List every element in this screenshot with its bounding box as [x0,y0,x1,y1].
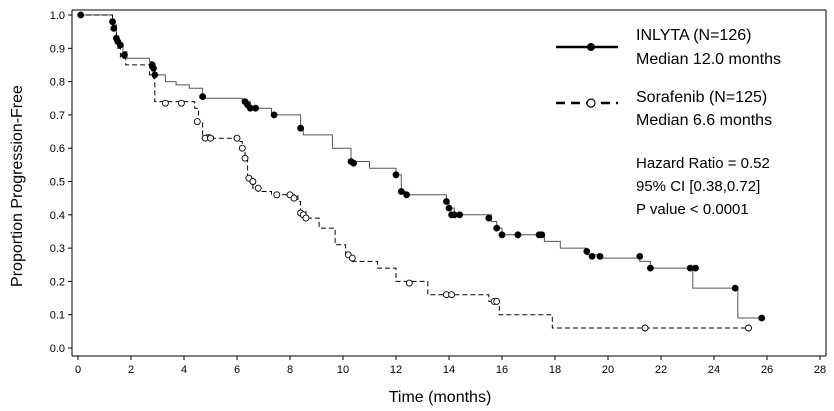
inlyta-censor-marker [731,284,739,292]
statistics-annotation: Hazard Ratio = 0.52 95% CI [0.38,0.72] P… [636,155,770,218]
inlyta-censor-marker [647,264,654,272]
x-tick-label: 20 [602,364,614,376]
sorafenib-censor-marker [641,324,649,332]
y-tick-label: 0.0 [50,343,65,355]
x-tick-group: 0 2 4 6 8 10 12 14 16 18 20 22 24 26 28 [75,356,826,376]
x-tick-label: 6 [234,364,240,376]
inlyta-censor-marker [456,211,464,219]
inlyta-censor-marker [350,159,358,167]
x-tick-label: 0 [75,364,81,376]
inlyta-censor-marker [514,231,522,239]
y-tick-label: 0.5 [50,177,65,189]
sorafenib-censor-marker [405,279,413,287]
sorafenib-censor-marker [207,134,214,142]
y-tick-label: 0.8 [50,77,65,89]
sorafenib-censor-marker [254,184,262,192]
inlyta-censor-marker [150,64,157,72]
inlyta-censor-marker [403,191,411,199]
legend: INLYTA (N=126) Median 12.0 months Sorafe… [556,27,781,129]
x-tick-label: 4 [181,364,187,376]
hazard-ratio-text: Hazard Ratio = 0.52 [636,155,770,172]
inlyta-censor-marker [445,204,453,212]
inlyta-censor-marker [121,51,128,59]
y-axis-title: Proportion Progression-Free [9,85,26,287]
x-tick-label: 8 [287,364,293,376]
x-tick-label: 14 [443,364,455,376]
sorafenib-censor-marker [273,191,281,199]
y-tick-label: 0.7 [50,110,65,122]
x-tick-label: 24 [708,364,720,376]
inlyta-censor-marker [252,104,260,112]
x-tick-label: 10 [337,364,349,376]
y-tick-group: 0.0 0.1 0.2 0.3 0.4 0.5 0.6 0.7 0.8 0.9 1.0 [50,10,72,355]
x-axis-title: Time (months) [389,389,492,406]
legend-inlyta-name: INLYTA (N=126) [636,27,751,44]
sorafenib-censor-marker [161,99,169,107]
y-tick-label: 0.3 [50,243,65,255]
x-tick-label: 2 [128,364,134,376]
legend-inlyta-median: Median 12.0 months [636,51,781,68]
y-tick-label: 0.6 [50,143,65,155]
inlyta-censor-marker [692,264,699,272]
x-tick-label: 18 [549,364,561,376]
inlyta-censor-marker [498,231,506,239]
sorafenib-censor-marker [302,214,310,222]
inlyta-censor-marker [588,252,596,260]
y-tick-label: 0.1 [50,310,65,322]
x-tick-label: 16 [496,364,508,376]
inlyta-censor-marker [199,93,207,100]
inlyta-censor-marker [485,214,493,222]
x-tick-label: 28 [814,364,826,376]
sorafenib-censor-marker [290,194,298,202]
sorafenib-censor-marker [448,291,456,299]
y-tick-label: 1.0 [50,10,65,22]
y-tick-label: 0.4 [50,210,65,222]
inlyta-censor-marker [583,247,591,255]
series-layer [77,11,766,332]
sorafenib-censor-marker [177,99,185,107]
x-tick-label: 26 [761,364,773,376]
sorafenib-censor-marker [348,254,356,262]
sorafenib-censor-marker [745,324,752,332]
inlyta-censor-marker [297,124,305,132]
inlyta-censor-marker [392,171,400,179]
inlyta-censor-marker [270,111,278,119]
x-tick-label: 12 [390,364,402,376]
inlyta-censor-marker [397,188,405,195]
sorafenib-censor-marker [233,134,241,142]
x-tick-label: 22 [655,364,667,376]
inlyta-censor-marker [596,252,604,260]
sorafenib-censor-marker [493,297,501,305]
confidence-interval-text: 95% CI [0.38,0.72] [636,178,760,195]
sorafenib-censor-marker [241,154,249,162]
p-value-text: P value < 0.0001 [636,201,749,218]
legend-inlyta-marker [587,43,595,51]
inlyta-censor-marker [758,314,766,322]
inlyta-censor-marker [538,231,546,239]
sorafenib-censor-marker [238,144,246,152]
inlyta-censor-marker [636,252,644,260]
legend-sorafenib-marker [586,98,596,108]
legend-sorafenib-name: Sorafenib (N=125) [636,89,767,106]
inlyta-censor-marker [442,198,450,205]
y-tick-label: 0.2 [50,276,65,288]
legend-sorafenib-median: Median 6.6 months [636,112,772,129]
sorafenib-censor-marker [249,178,257,185]
y-tick-label: 0.9 [50,43,65,55]
inlyta-censor-marker [493,224,501,232]
inlyta-censor-marker [151,71,159,79]
sorafenib-censor-marker [193,118,201,126]
